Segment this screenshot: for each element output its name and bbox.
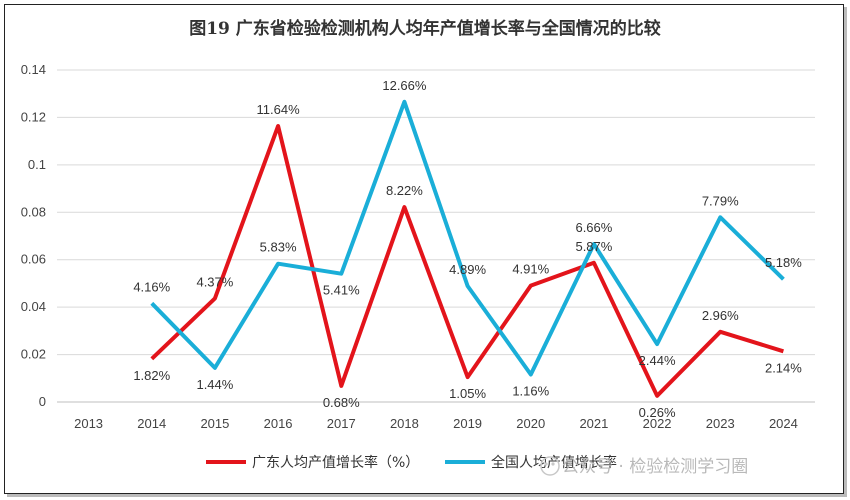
chart-title: 图19 广东省检验检测机构人均年产值增长率与全国情况的比较 bbox=[189, 19, 661, 39]
data-label: 1.44% bbox=[196, 377, 233, 392]
data-label: 4.91% bbox=[512, 262, 549, 277]
data-label: 2.96% bbox=[702, 308, 739, 323]
x-tick-label: 2024 bbox=[769, 416, 798, 431]
grid-lines bbox=[57, 69, 815, 403]
data-label: 4.16% bbox=[133, 279, 170, 294]
x-tick-label: 2019 bbox=[453, 416, 482, 431]
x-tick-label: 2017 bbox=[327, 416, 356, 431]
data-label: 5.87% bbox=[575, 239, 612, 254]
data-label: 5.18% bbox=[765, 255, 802, 270]
data-label: 5.83% bbox=[260, 240, 297, 255]
x-tick-label: 2022 bbox=[643, 416, 672, 431]
y-axis: 0 0.02 0.04 0.06 0.08 0.1 0.12 0.14 bbox=[21, 62, 46, 409]
data-label: 5.41% bbox=[323, 283, 360, 298]
data-label: 4.37% bbox=[196, 274, 233, 289]
series-line-national bbox=[150, 99, 785, 377]
data-label: 8.22% bbox=[386, 183, 423, 198]
data-label: 0.26% bbox=[639, 405, 676, 420]
data-label: 1.16% bbox=[512, 383, 549, 398]
y-tick-label: 0.04 bbox=[21, 299, 46, 314]
x-tick-label: 2020 bbox=[516, 416, 545, 431]
data-label: 6.66% bbox=[575, 220, 612, 235]
x-tick-label: 2023 bbox=[706, 416, 735, 431]
y-tick-label: 0 bbox=[39, 394, 46, 409]
legend-label-guangdong: 广东人均产值增长率（%） bbox=[252, 454, 419, 471]
data-label: 1.82% bbox=[133, 368, 170, 383]
y-tick-label: 0.12 bbox=[21, 109, 46, 124]
data-labels: 1.82% 4.16% 4.37% 1.44% 11.64% 5.83% 0.68% 5.41… bbox=[133, 78, 802, 420]
legend: 广东人均产值增长率（%） 全国人均产值增长率 bbox=[206, 454, 617, 471]
data-label: 12.66% bbox=[382, 78, 427, 93]
data-label: 2.14% bbox=[765, 360, 802, 375]
x-tick-label: 2021 bbox=[579, 416, 608, 431]
data-label: 2.44% bbox=[639, 353, 676, 368]
series-lines bbox=[150, 99, 785, 398]
y-tick-label: 0.14 bbox=[21, 62, 46, 77]
x-tick-label: 2014 bbox=[137, 416, 166, 431]
y-tick-label: 0.08 bbox=[21, 204, 46, 219]
x-tick-label: 2015 bbox=[200, 416, 229, 431]
data-label: 11.64% bbox=[257, 102, 301, 117]
x-axis: 2013 2014 2015 2016 2017 2018 2019 2020 2021 2022… bbox=[74, 416, 798, 431]
data-label: 7.79% bbox=[702, 193, 739, 208]
data-label: 4.89% bbox=[449, 262, 486, 277]
y-tick-label: 0.02 bbox=[21, 347, 46, 362]
x-tick-label: 2013 bbox=[74, 416, 103, 431]
watermark: 公众号 · 检验检测学习圈 bbox=[562, 457, 748, 477]
legend-label-national: 全国人均产值增长率 bbox=[491, 454, 617, 471]
x-tick-label: 2018 bbox=[390, 416, 419, 431]
data-label: 1.05% bbox=[449, 386, 486, 401]
series-line-guangdong bbox=[150, 124, 784, 398]
x-tick-label: 2016 bbox=[264, 416, 293, 431]
watermark-icon bbox=[540, 456, 560, 476]
y-tick-label: 0.06 bbox=[21, 252, 46, 267]
data-label: 0.68% bbox=[323, 395, 360, 410]
y-tick-label: 0.1 bbox=[28, 157, 46, 172]
